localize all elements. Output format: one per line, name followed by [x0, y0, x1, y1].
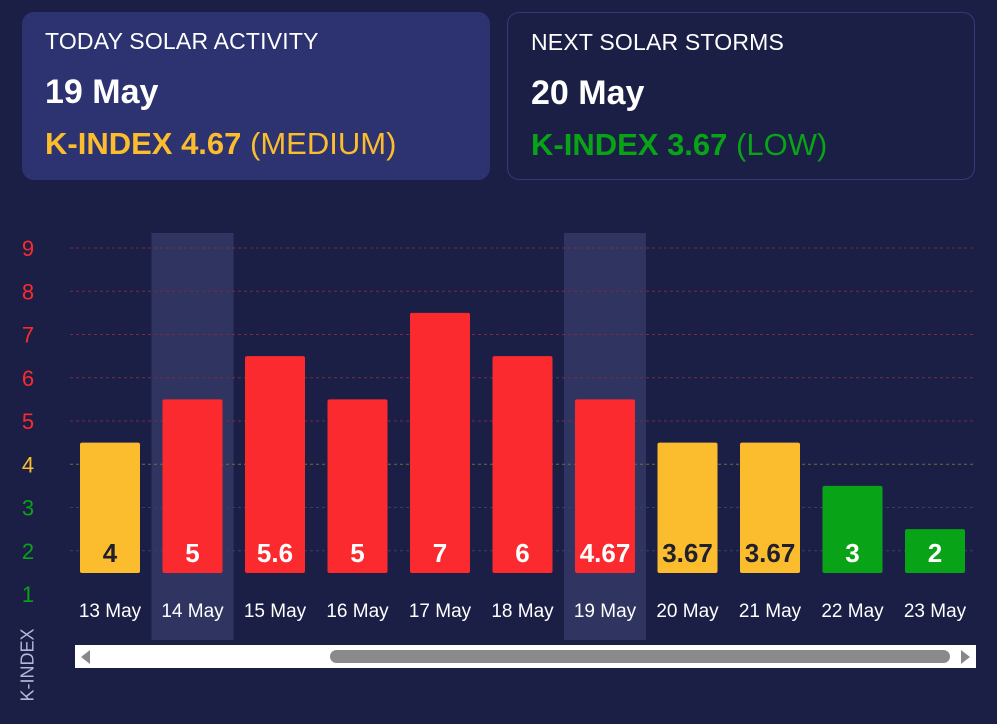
bar-value-label: 4 [103, 538, 118, 568]
next-k-index: K-INDEX 3.67 (LOW) [531, 127, 951, 163]
today-k-index-level: (MEDIUM) [250, 126, 397, 161]
bar-value-label: 7 [433, 538, 447, 568]
bar [80, 442, 140, 573]
today-solar-activity-card: TODAY SOLAR ACTIVITY 19 May K-INDEX 4.67… [22, 12, 490, 180]
bar-value-label: 5 [185, 538, 199, 568]
next-card-date: 20 May [531, 74, 645, 112]
x-tick-label: 22 May [821, 601, 884, 622]
x-tick-label: 15 May [244, 601, 307, 622]
today-card-date: 19 May [45, 73, 159, 111]
bar [410, 312, 470, 573]
bar [327, 399, 388, 573]
y-axis-label: K-INDEX [17, 628, 38, 702]
y-tick-label: 8 [22, 279, 34, 304]
bar [740, 442, 800, 573]
x-tick-label: 21 May [739, 601, 802, 622]
y-tick-label: 5 [22, 409, 34, 434]
x-tick-label: 20 May [656, 601, 719, 622]
chart-scrollbar[interactable] [75, 645, 976, 668]
bar [162, 399, 223, 573]
bar-value-label: 4.67 [580, 538, 631, 568]
bar-value-label: 3.67 [662, 538, 713, 568]
bar-value-label: 5 [350, 538, 364, 568]
bar-value-label: 3.67 [745, 538, 796, 568]
scroll-right-arrow-icon[interactable] [961, 650, 970, 664]
x-tick-label: 13 May [79, 601, 142, 622]
bar [822, 485, 883, 573]
bar-value-label: 6 [515, 538, 529, 568]
scroll-left-arrow-icon[interactable] [81, 650, 90, 664]
scrollbar-thumb[interactable] [330, 650, 950, 663]
x-tick-label: 17 May [409, 601, 472, 622]
bar-value-label: 2 [928, 538, 942, 568]
y-tick-label: 3 [22, 496, 34, 521]
next-k-index-value: K-INDEX 3.67 [531, 127, 728, 162]
bar [575, 399, 635, 573]
y-tick-label: 2 [22, 539, 34, 564]
y-tick-label: 6 [22, 366, 34, 391]
y-tick-label: 1 [22, 582, 34, 607]
x-tick-label: 19 May [574, 601, 637, 622]
y-tick-label: 9 [22, 236, 34, 261]
bar [492, 356, 553, 573]
today-card-title: TODAY SOLAR ACTIVITY [45, 28, 319, 54]
k-index-bar-chart: 1 2 3 4 5 6 7 8 9 4 13 May 5 14 May 5.6 15 May 5 16 May 7… [22, 233, 976, 640]
x-tick-label: 14 May [161, 601, 224, 622]
bar [657, 442, 718, 573]
y-tick-label: 4 [22, 452, 34, 477]
bar [245, 356, 305, 573]
x-tick-label: 23 May [904, 601, 967, 622]
next-card-title: NEXT SOLAR STORMS [531, 29, 785, 55]
today-k-index: K-INDEX 4.67 (MEDIUM) [45, 126, 467, 162]
x-tick-label: 16 May [326, 601, 389, 622]
today-k-index-value: K-INDEX 4.67 [45, 126, 242, 161]
y-tick-label: 7 [22, 323, 34, 348]
bar [905, 529, 965, 573]
bar-value-label: 5.6 [257, 538, 293, 568]
bar-value-label: 3 [845, 538, 859, 568]
x-tick-label: 18 May [491, 601, 554, 622]
next-solar-storms-card: NEXT SOLAR STORMS 20 May K-INDEX 3.67 (L… [507, 12, 975, 180]
next-k-index-level: (LOW) [736, 127, 828, 162]
